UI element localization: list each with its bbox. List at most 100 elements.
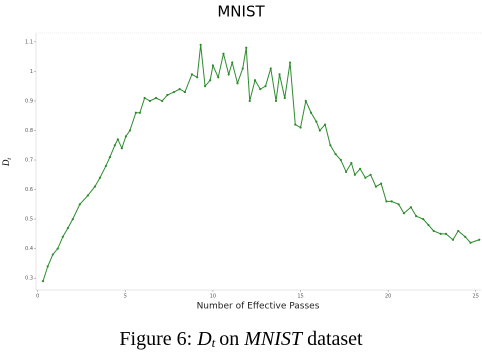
data-point [56,247,59,250]
data-point [245,46,248,49]
data-point [415,215,418,218]
y-tick-label: 0.7 [25,158,33,164]
data-point [318,129,321,132]
x-tick-label: 25 [473,294,479,300]
data-point [138,111,141,114]
y-tick-label: 1.1 [25,39,33,45]
data-point [374,185,377,188]
data-point [334,153,337,156]
data-point [46,265,49,268]
data-point [209,79,212,82]
data-point [344,170,348,173]
data-point [402,212,406,215]
data-point [409,206,413,209]
data-point [315,120,318,123]
data-point [350,161,353,165]
data-point [259,88,262,91]
data-point [166,93,169,97]
data-point [143,96,146,100]
caption-tail: dataset [307,328,363,350]
x-tick-label: 15 [297,294,303,300]
data-point [203,85,207,88]
x-tick-label: 0 [36,294,39,300]
data-point [108,155,112,159]
caption: Figure 6: Dt on MNIST dataset [119,328,363,350]
x-tick-label: 20 [385,294,391,300]
data-point [78,203,81,206]
data-point [120,147,123,150]
y-tick-label: 0.3 [25,276,33,282]
data-point [61,235,64,238]
data-point [93,185,96,188]
data-point [51,253,54,256]
data-point [380,182,383,185]
y-tick-label: 0.5 [25,217,33,223]
data-point [294,123,297,126]
data-point [128,129,132,132]
data-point [104,164,108,168]
data-point [478,238,481,241]
data-point [451,238,455,241]
data-point [98,176,102,179]
data-point [359,167,362,170]
data-point [469,241,472,244]
data-point [236,82,239,85]
caption-label: Figure 6: [119,328,192,350]
data-point [288,61,292,64]
data-point [217,76,220,79]
data-point [385,200,388,203]
data-point [113,144,116,147]
data-point [364,176,367,179]
data-point [199,43,202,46]
data-point [397,203,400,206]
data-point [390,200,393,203]
y-tick-label: 0.4 [25,246,33,252]
data-point [304,99,307,103]
data-point [116,138,119,141]
data-point [196,76,199,79]
x-tick-label: 5 [124,294,127,300]
caption-symbol: D [196,328,212,350]
data-point [227,73,230,76]
y-axis-subscript: t [7,158,13,160]
caption-emphasis: MNIST [243,328,304,350]
x-tick-label: 10 [210,294,216,300]
data-point [178,88,181,91]
x-axis-label: Number of Effective Passes [197,302,320,312]
data-point [264,85,267,88]
data-point [269,67,272,70]
data-point [190,73,194,76]
data-point [231,61,234,64]
data-point [253,79,257,82]
y-tick-label: 0.6 [25,187,33,193]
data-point [323,123,327,126]
data-point [124,135,127,138]
data-point [432,229,435,233]
data-point [283,96,286,100]
data-point [422,218,425,221]
y-tick-label: 0.8 [25,128,33,134]
data-point [183,90,187,94]
data-point [439,232,442,235]
chart-title: MNIST [217,3,265,21]
data-point [278,73,281,76]
data-point [457,229,460,233]
data-point [309,111,313,114]
data-point [222,52,225,55]
y-axis-symbol: D [1,159,11,167]
y-tick-label: 1 [30,69,33,75]
data-point [71,218,74,221]
data-point [339,158,342,162]
data-point [211,64,215,67]
caption-text: on [219,328,239,350]
data-point [444,232,448,235]
data-point [353,173,356,176]
data-point [161,99,164,103]
data-point [66,226,69,230]
data-point [369,173,372,176]
data-point [248,99,251,103]
caption-subscript: t [212,335,216,350]
y-axis-label: Dt [1,158,13,168]
data-point [241,67,244,70]
